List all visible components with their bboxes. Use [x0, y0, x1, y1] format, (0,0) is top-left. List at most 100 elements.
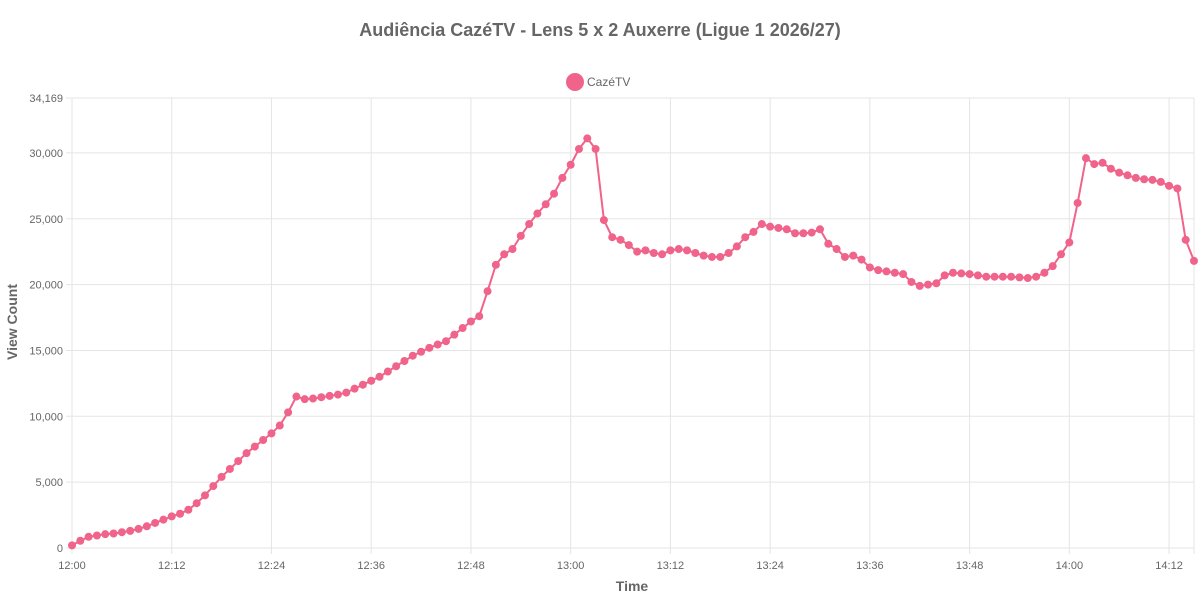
data-point[interactable]	[234, 457, 243, 466]
data-point[interactable]	[624, 241, 633, 250]
data-point[interactable]	[882, 267, 891, 276]
data-point[interactable]	[616, 235, 625, 244]
data-point[interactable]	[159, 515, 168, 524]
data-point[interactable]	[599, 216, 608, 225]
data-point[interactable]	[151, 518, 160, 527]
data-point[interactable]	[1057, 250, 1066, 259]
data-point[interactable]	[732, 242, 741, 251]
data-point[interactable]	[442, 337, 450, 346]
data-point[interactable]	[940, 271, 949, 280]
data-point[interactable]	[1015, 273, 1024, 282]
data-point[interactable]	[658, 250, 667, 259]
data-point[interactable]	[392, 362, 401, 371]
data-point[interactable]	[383, 367, 392, 376]
data-point[interactable]	[957, 269, 966, 278]
data-point[interactable]	[541, 200, 550, 209]
data-point[interactable]	[200, 491, 209, 500]
data-point[interactable]	[1023, 274, 1032, 283]
data-point[interactable]	[134, 524, 143, 533]
data-point[interactable]	[533, 209, 542, 218]
data-point[interactable]	[816, 225, 824, 234]
data-point[interactable]	[101, 530, 110, 539]
data-point[interactable]	[408, 351, 417, 360]
data-point[interactable]	[425, 343, 434, 352]
data-point[interactable]	[633, 247, 642, 256]
data-point[interactable]	[932, 279, 941, 288]
data-point[interactable]	[1098, 158, 1107, 167]
data-point[interactable]	[259, 436, 268, 445]
data-point[interactable]	[126, 526, 135, 535]
data-point[interactable]	[92, 531, 101, 540]
data-point[interactable]	[176, 509, 185, 518]
data-point[interactable]	[508, 245, 517, 254]
data-point[interactable]	[458, 324, 467, 333]
data-point[interactable]	[774, 223, 783, 232]
data-point[interactable]	[716, 252, 725, 261]
data-point[interactable]	[300, 395, 309, 404]
data-point[interactable]	[1007, 272, 1016, 281]
data-point[interactable]	[1081, 154, 1090, 163]
data-point[interactable]	[583, 134, 592, 143]
data-point[interactable]	[691, 249, 700, 257]
data-point[interactable]	[184, 505, 193, 514]
data-point[interactable]	[749, 227, 758, 236]
data-point[interactable]	[317, 393, 326, 402]
data-point[interactable]	[591, 144, 600, 153]
data-point[interactable]	[1040, 268, 1049, 277]
data-point[interactable]	[865, 263, 874, 272]
data-point[interactable]	[1123, 171, 1132, 180]
data-point[interactable]	[608, 233, 617, 242]
data-point[interactable]	[1090, 160, 1099, 169]
data-point[interactable]	[574, 144, 583, 153]
data-point[interactable]	[400, 356, 409, 365]
data-point[interactable]	[550, 189, 559, 198]
data-point[interactable]	[500, 250, 509, 259]
data-point[interactable]	[475, 312, 484, 321]
data-point[interactable]	[924, 280, 933, 289]
data-point[interactable]	[483, 287, 492, 296]
data-point[interactable]	[325, 391, 334, 400]
data-point[interactable]	[832, 245, 841, 254]
data-point[interactable]	[417, 347, 426, 356]
data-point[interactable]	[1148, 175, 1157, 184]
data-point[interactable]	[724, 249, 733, 257]
data-point[interactable]	[982, 272, 991, 281]
data-point[interactable]	[167, 512, 176, 521]
data-point[interactable]	[857, 255, 866, 264]
data-point[interactable]	[292, 392, 301, 401]
data-point[interactable]	[1106, 164, 1115, 173]
data-point[interactable]	[791, 229, 800, 238]
data-point[interactable]	[707, 252, 716, 261]
data-point[interactable]	[217, 472, 226, 481]
data-point[interactable]	[1165, 181, 1174, 190]
data-point[interactable]	[367, 376, 376, 385]
data-point[interactable]	[973, 271, 982, 280]
data-point[interactable]	[766, 222, 775, 231]
data-point[interactable]	[333, 390, 342, 399]
data-point[interactable]	[109, 529, 118, 538]
data-point[interactable]	[782, 225, 791, 234]
data-point[interactable]	[284, 408, 293, 417]
data-point[interactable]	[666, 246, 675, 255]
data-point[interactable]	[649, 249, 658, 257]
data-point[interactable]	[799, 229, 808, 238]
data-point[interactable]	[1140, 175, 1149, 184]
data-point[interactable]	[192, 499, 201, 508]
data-point[interactable]	[824, 239, 833, 248]
data-point[interactable]	[741, 233, 750, 242]
data-point[interactable]	[350, 384, 359, 393]
data-point[interactable]	[375, 372, 384, 381]
data-point[interactable]	[674, 245, 683, 254]
data-point[interactable]	[142, 522, 151, 531]
data-point[interactable]	[699, 251, 708, 260]
data-point[interactable]	[1073, 198, 1082, 207]
data-point[interactable]	[450, 330, 459, 339]
data-point[interactable]	[1156, 177, 1165, 186]
data-point[interactable]	[117, 528, 126, 537]
data-point[interactable]	[1181, 235, 1190, 244]
data-point[interactable]	[683, 246, 692, 255]
data-point[interactable]	[84, 532, 93, 541]
data-point[interactable]	[76, 536, 85, 545]
data-point[interactable]	[525, 220, 534, 229]
data-point[interactable]	[1115, 168, 1124, 177]
